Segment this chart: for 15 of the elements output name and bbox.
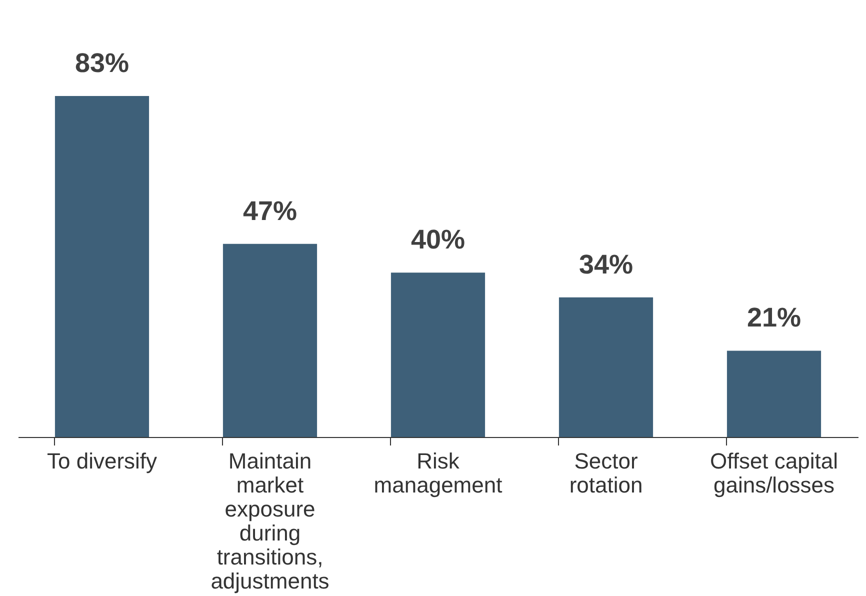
bar — [390, 272, 486, 437]
x-tick-label: Sector rotation — [569, 448, 643, 498]
bar — [726, 350, 822, 437]
x-tick-label: Maintain market exposure during transitions, adjustments — [210, 448, 330, 594]
data-label: 34% — [578, 249, 634, 280]
x-tick-label: To diversify — [46, 448, 158, 474]
data-label: 40% — [410, 224, 466, 255]
bar — [558, 297, 654, 437]
x-tick-label: Offset capital gains/losses — [710, 448, 838, 498]
bar — [222, 244, 318, 437]
data-label: 47% — [242, 196, 298, 226]
bar — [54, 96, 150, 437]
x-tick-label: Risk management — [374, 448, 502, 498]
data-label: 83% — [74, 48, 130, 78]
data-label: 21% — [746, 302, 802, 333]
